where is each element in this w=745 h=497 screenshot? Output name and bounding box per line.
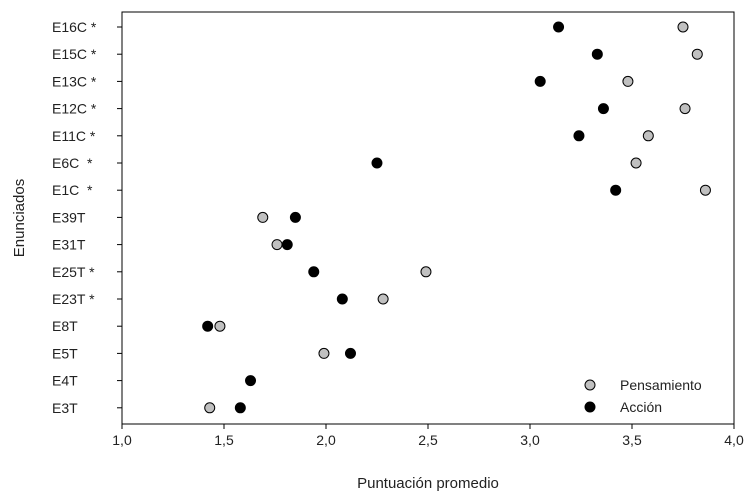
data-point-pensamiento xyxy=(377,293,389,305)
data-point-pensamiento xyxy=(214,320,226,332)
y-tick-label: E31T xyxy=(52,237,86,253)
x-tick-label: 3,0 xyxy=(520,432,540,448)
data-point-accion xyxy=(344,347,356,359)
legend-marker-accion xyxy=(584,401,596,413)
y-tick-label: E3T xyxy=(52,400,78,416)
data-point-accion xyxy=(336,293,348,305)
data-point-pensamiento xyxy=(204,402,216,414)
data-point-pensamiento xyxy=(679,103,691,115)
data-point-accion xyxy=(597,103,609,115)
y-tick-label: E6C * xyxy=(52,155,93,171)
y-tick-label: E1C * xyxy=(52,182,93,198)
y-axis-title: Enunciados xyxy=(11,179,28,257)
x-axis-title: Puntuación promedio xyxy=(357,475,499,492)
data-point-pensamiento xyxy=(257,211,269,223)
y-tick-label: E16C * xyxy=(52,19,97,35)
x-tick-label: 2,5 xyxy=(418,432,438,448)
data-point-accion xyxy=(573,130,585,142)
x-tick-label: 1,5 xyxy=(214,432,234,448)
y-tick-label: E5T xyxy=(52,345,78,361)
x-tick-label: 4,0 xyxy=(724,432,744,448)
data-point-accion xyxy=(202,320,214,332)
data-point-accion xyxy=(308,266,320,278)
data-point-pensamiento xyxy=(271,239,283,251)
y-tick-label: E12C * xyxy=(52,101,97,117)
data-point-pensamiento xyxy=(622,75,634,87)
data-point-pensamiento xyxy=(630,157,642,169)
data-point-pensamiento xyxy=(642,130,654,142)
plot-frame xyxy=(121,11,735,425)
data-point-accion xyxy=(371,157,383,169)
y-tick-label: E4T xyxy=(52,373,78,389)
legend-label-pensamiento: Pensamiento xyxy=(620,377,702,393)
y-tick-label: E13C * xyxy=(52,73,97,89)
y-axis: E16C * E15C * E13C * E12C * E11C * E6C * E1C *… xyxy=(52,19,122,416)
data-point-accion xyxy=(553,21,565,33)
y-tick-label: E11C * xyxy=(52,128,96,144)
data-point-accion xyxy=(534,75,546,87)
data-point-pensamiento xyxy=(420,266,432,278)
x-axis: 1,0 1,5 2,0 2,5 3,0 3,5 4,0 xyxy=(112,424,744,448)
data-point-accion xyxy=(234,402,246,414)
y-tick-label: E8T xyxy=(52,318,78,334)
data-point-pensamiento xyxy=(318,347,330,359)
y-tick-label: E15C * xyxy=(52,46,97,62)
data-point-pensamiento xyxy=(691,48,703,60)
x-tick-label: 2,0 xyxy=(316,432,336,448)
data-point-accion xyxy=(591,48,603,60)
data-point-pensamiento xyxy=(677,21,689,33)
y-tick-label: E23T * xyxy=(52,291,95,307)
data-points xyxy=(202,21,711,414)
data-point-pensamiento xyxy=(699,184,711,196)
data-point-accion xyxy=(289,211,301,223)
y-tick-label: E25T * xyxy=(52,264,95,280)
x-tick-label: 3,5 xyxy=(622,432,642,448)
data-point-accion xyxy=(281,239,293,251)
data-point-accion xyxy=(610,184,622,196)
data-point-accion xyxy=(245,375,257,387)
legend: Pensamiento Acción xyxy=(584,377,702,415)
y-tick-label: E39T xyxy=(52,209,86,225)
x-tick-label: 1,0 xyxy=(112,432,132,448)
legend-marker-pensamiento xyxy=(584,379,596,391)
legend-label-accion: Acción xyxy=(620,399,662,415)
